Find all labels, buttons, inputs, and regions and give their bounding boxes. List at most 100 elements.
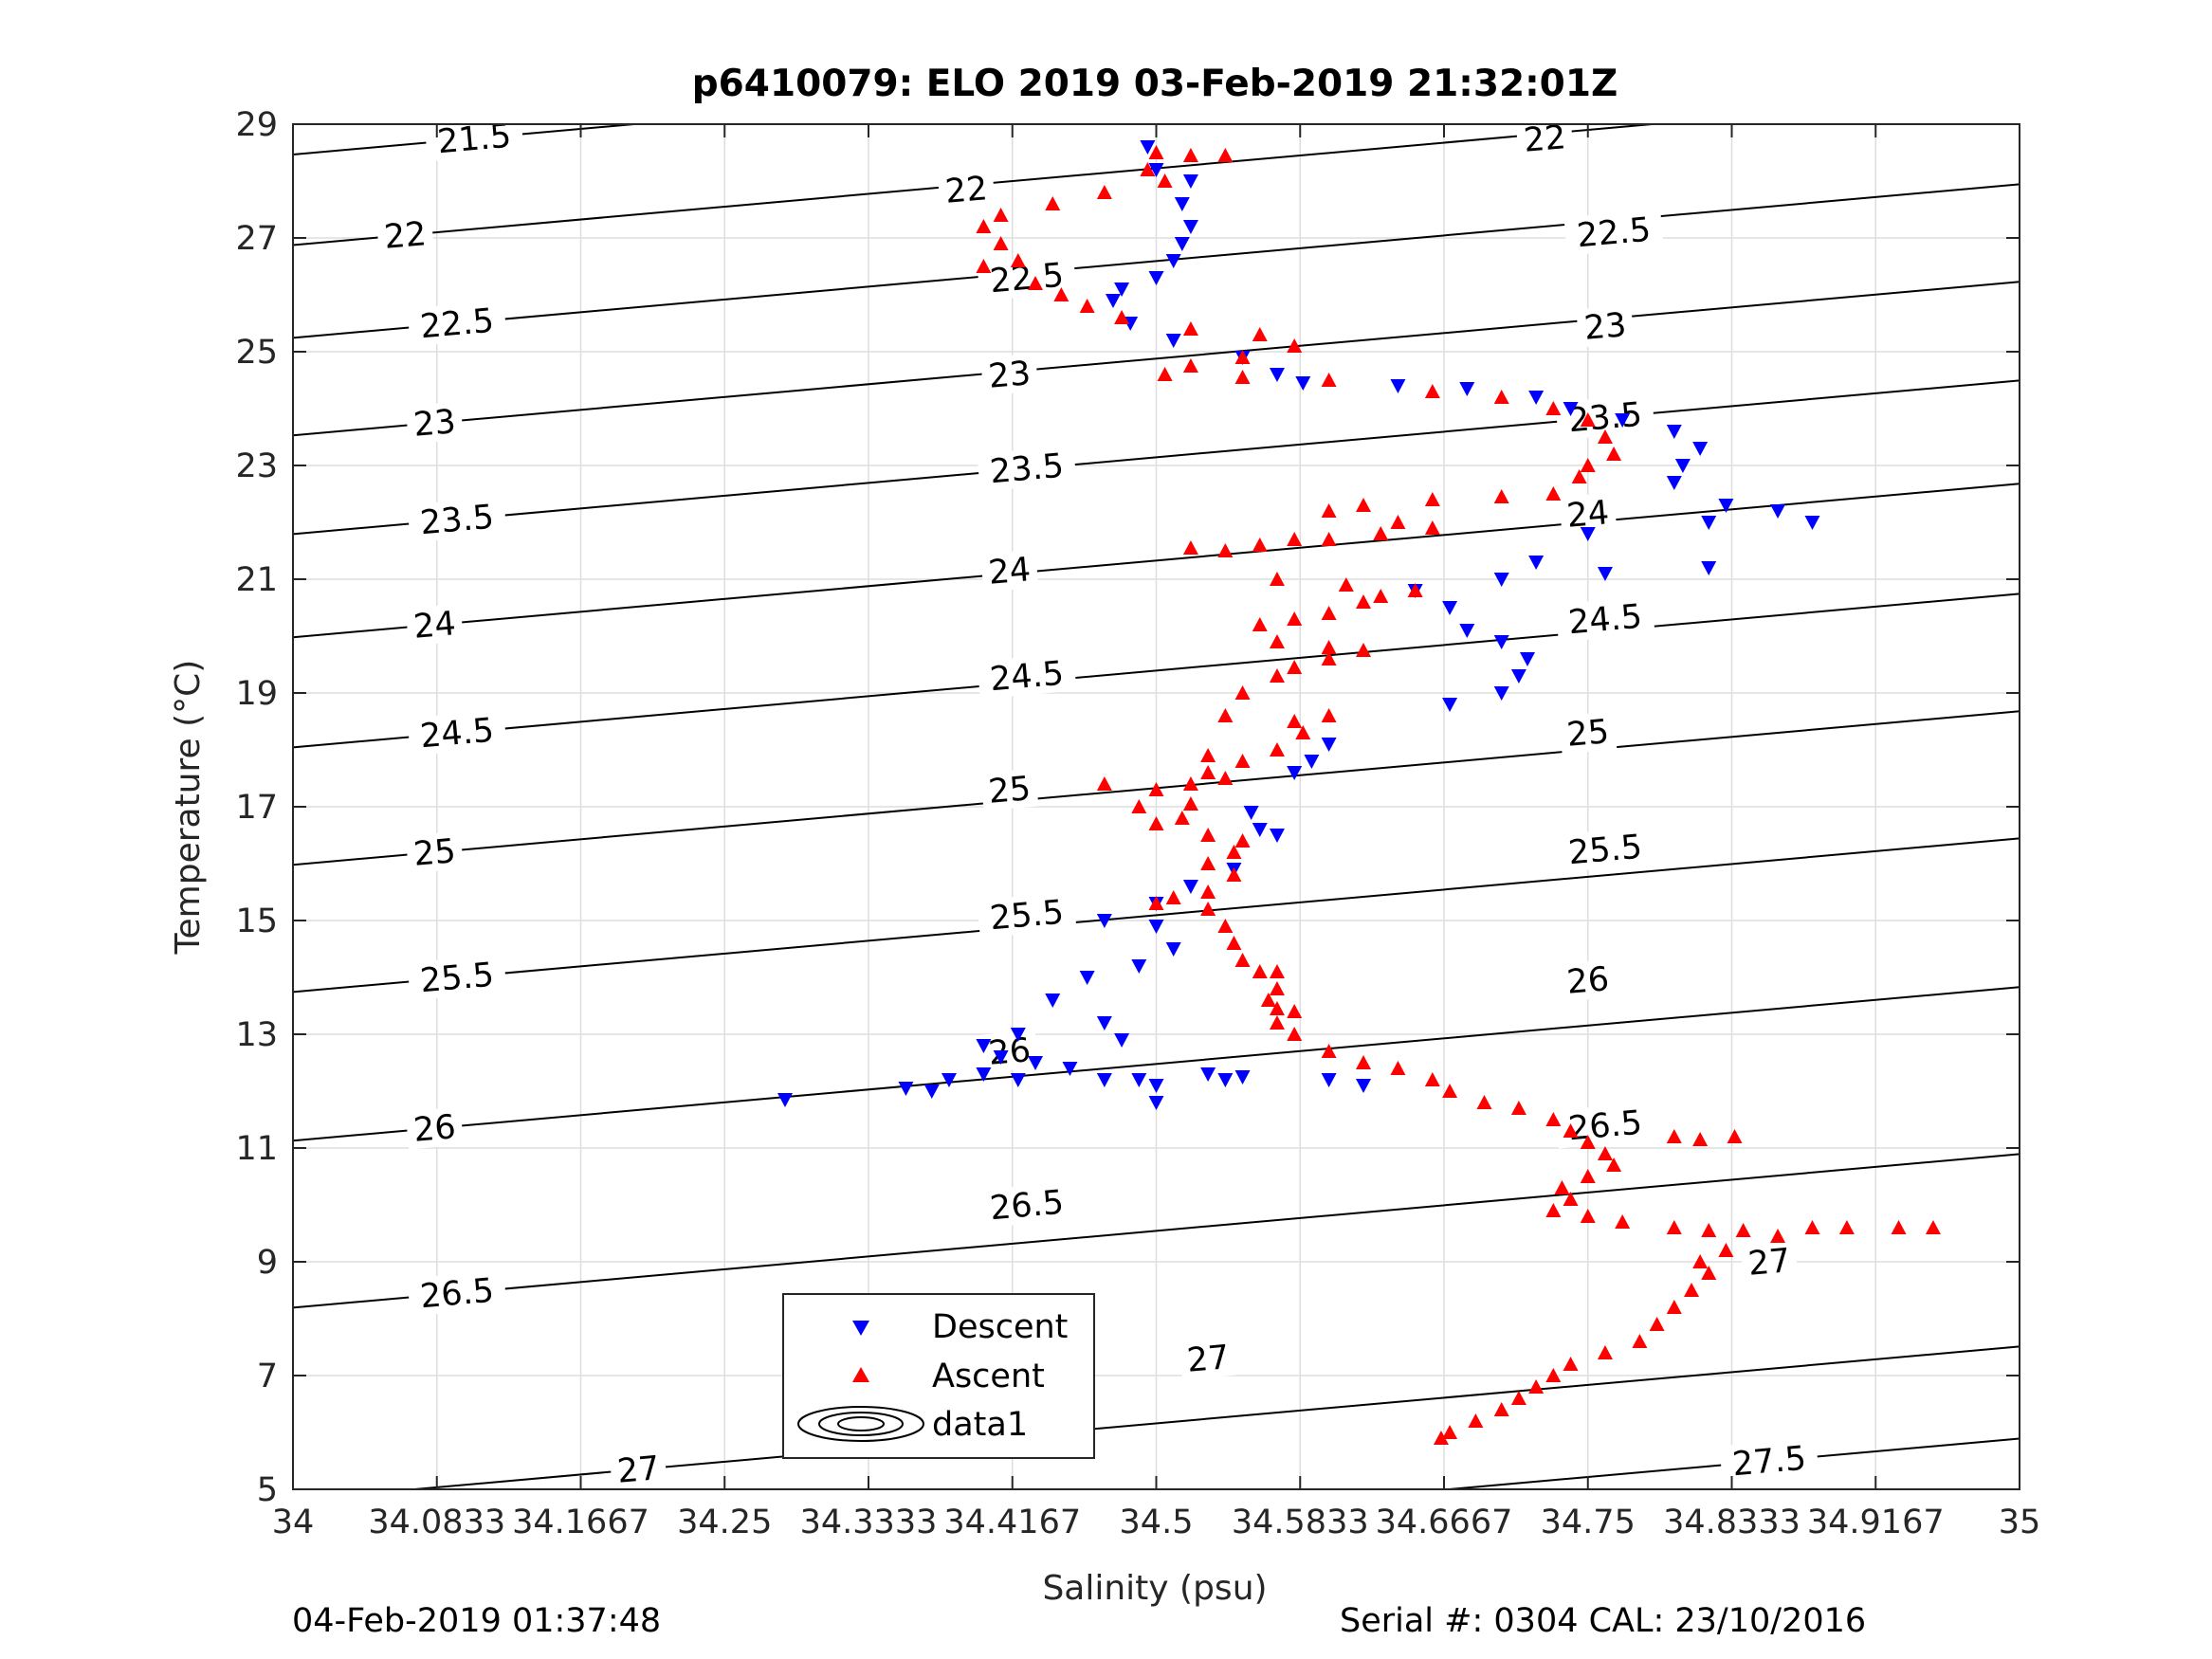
- descent-point: [1701, 561, 1717, 575]
- descent-point: [1295, 376, 1311, 391]
- contour-label-bg: [980, 768, 1039, 811]
- ascent-point: [1563, 1123, 1579, 1138]
- descent-point: [976, 1067, 992, 1082]
- descent-point: [1010, 1073, 1026, 1087]
- ascent-point: [1287, 611, 1303, 626]
- ascent-point: [1269, 1001, 1285, 1015]
- ascent-point: [1692, 1254, 1709, 1268]
- ascent-point: [1606, 1158, 1622, 1172]
- contour-line: [293, 837, 2020, 994]
- contour-label: 24.5: [1566, 598, 1643, 643]
- ascent-point: [1493, 489, 1509, 503]
- ascent-point: [1096, 185, 1112, 199]
- descent-point: [1174, 197, 1190, 211]
- x-tick-label: 34.3333: [800, 1504, 938, 1541]
- descent-point: [1321, 1073, 1337, 1087]
- contour-label: 23.5: [988, 447, 1065, 492]
- ascent-point: [976, 219, 992, 233]
- contour-label: 25: [987, 770, 1033, 811]
- contour-line: [293, 986, 2020, 1142]
- contour-label: 21.5: [436, 118, 513, 162]
- contour-label-bg: [980, 549, 1039, 592]
- contour-label-bg: [980, 353, 1039, 396]
- ascent-point: [1269, 981, 1285, 995]
- ascent-point: [1356, 1055, 1372, 1069]
- contour-label-bg: [407, 954, 507, 1001]
- contour-line: [293, 1153, 2020, 1309]
- ascent-point: [1321, 651, 1337, 665]
- ascent-point: [1182, 540, 1198, 555]
- ascent-point: [1442, 1425, 1458, 1439]
- descent-point: [941, 1073, 957, 1087]
- contour-label-bg: [977, 254, 1077, 301]
- descent-point: [1520, 652, 1536, 666]
- contour-label: 22.5: [418, 302, 495, 347]
- descent-point: [1615, 413, 1631, 428]
- ascent-point: [1287, 338, 1303, 353]
- descent-point: [1269, 368, 1285, 382]
- ascent-point: [1718, 1243, 1734, 1257]
- ascent-point: [1226, 845, 1242, 859]
- contour-label: 25.5: [1566, 829, 1643, 873]
- ascent-point: [1597, 429, 1613, 444]
- contour-label-bg: [1559, 958, 1618, 1002]
- descent-point: [1356, 1079, 1372, 1093]
- contour-label: 24.5: [418, 712, 495, 757]
- contour-label-bg: [1559, 711, 1618, 755]
- descent-point: [1148, 271, 1164, 285]
- descent-point: [1580, 527, 1596, 541]
- ascent-point: [1157, 173, 1173, 188]
- descent-point: [1252, 823, 1268, 837]
- ascent-point: [1424, 492, 1440, 506]
- ascent-point: [1200, 828, 1216, 842]
- legend: Descent Ascent data1: [782, 1293, 1095, 1459]
- contour-label: 26.5: [988, 1184, 1065, 1229]
- legend-box: [782, 1293, 1095, 1459]
- contour-label: 25.5: [418, 957, 495, 1001]
- ascent-point: [1269, 634, 1285, 648]
- contour-line: [293, 281, 2020, 437]
- legend-contour-label: data1: [932, 1406, 1028, 1444]
- ascent-point: [1234, 833, 1251, 848]
- contour-label: 22: [1522, 118, 1567, 160]
- y-tick-label: 25: [235, 334, 278, 372]
- descent-point: [1140, 140, 1156, 155]
- contour-label: 22: [382, 215, 428, 257]
- contour-label: 24.5: [988, 655, 1065, 700]
- contour-label-bg: [407, 300, 507, 347]
- descent-point: [1442, 698, 1458, 712]
- contour-label-bg: [375, 213, 435, 257]
- ascent-point: [1157, 367, 1173, 381]
- ascent-point: [1701, 1266, 1717, 1280]
- contour-label: 23: [411, 403, 457, 445]
- ascent-point: [1252, 538, 1268, 552]
- descent-point: [1666, 425, 1682, 439]
- ascent-point: [1424, 520, 1440, 535]
- ascent-point: [1692, 1132, 1709, 1146]
- ascent-point: [1321, 532, 1337, 546]
- contour-label-bg: [405, 1106, 464, 1150]
- y-tick-label: 15: [235, 902, 278, 940]
- legend-descent-label: Descent: [932, 1308, 1068, 1346]
- x-tick-label: 34.1667: [512, 1504, 649, 1541]
- ascent-point: [1182, 358, 1198, 373]
- descent-point: [1493, 686, 1509, 701]
- ascent-point: [1701, 1223, 1717, 1237]
- ascent-point: [1390, 1061, 1406, 1075]
- ascent-point: [1735, 1223, 1751, 1237]
- descent-point: [923, 1085, 940, 1099]
- series-ascent: [976, 145, 1941, 1445]
- ascent-point: [1234, 953, 1251, 967]
- descent-point: [1510, 669, 1526, 684]
- contour-label: 25: [411, 832, 457, 874]
- descent-point: [1528, 556, 1545, 570]
- ascent-point: [1234, 685, 1251, 700]
- ascent-point: [1356, 643, 1372, 657]
- ascent-point: [1493, 390, 1509, 404]
- descent-point: [1174, 237, 1190, 251]
- descent-point: [1304, 755, 1320, 769]
- contour-line: [293, 592, 2020, 749]
- ascent-point: [1545, 1112, 1562, 1126]
- descent-point: [1770, 504, 1786, 519]
- ascent-point: [1476, 1095, 1492, 1109]
